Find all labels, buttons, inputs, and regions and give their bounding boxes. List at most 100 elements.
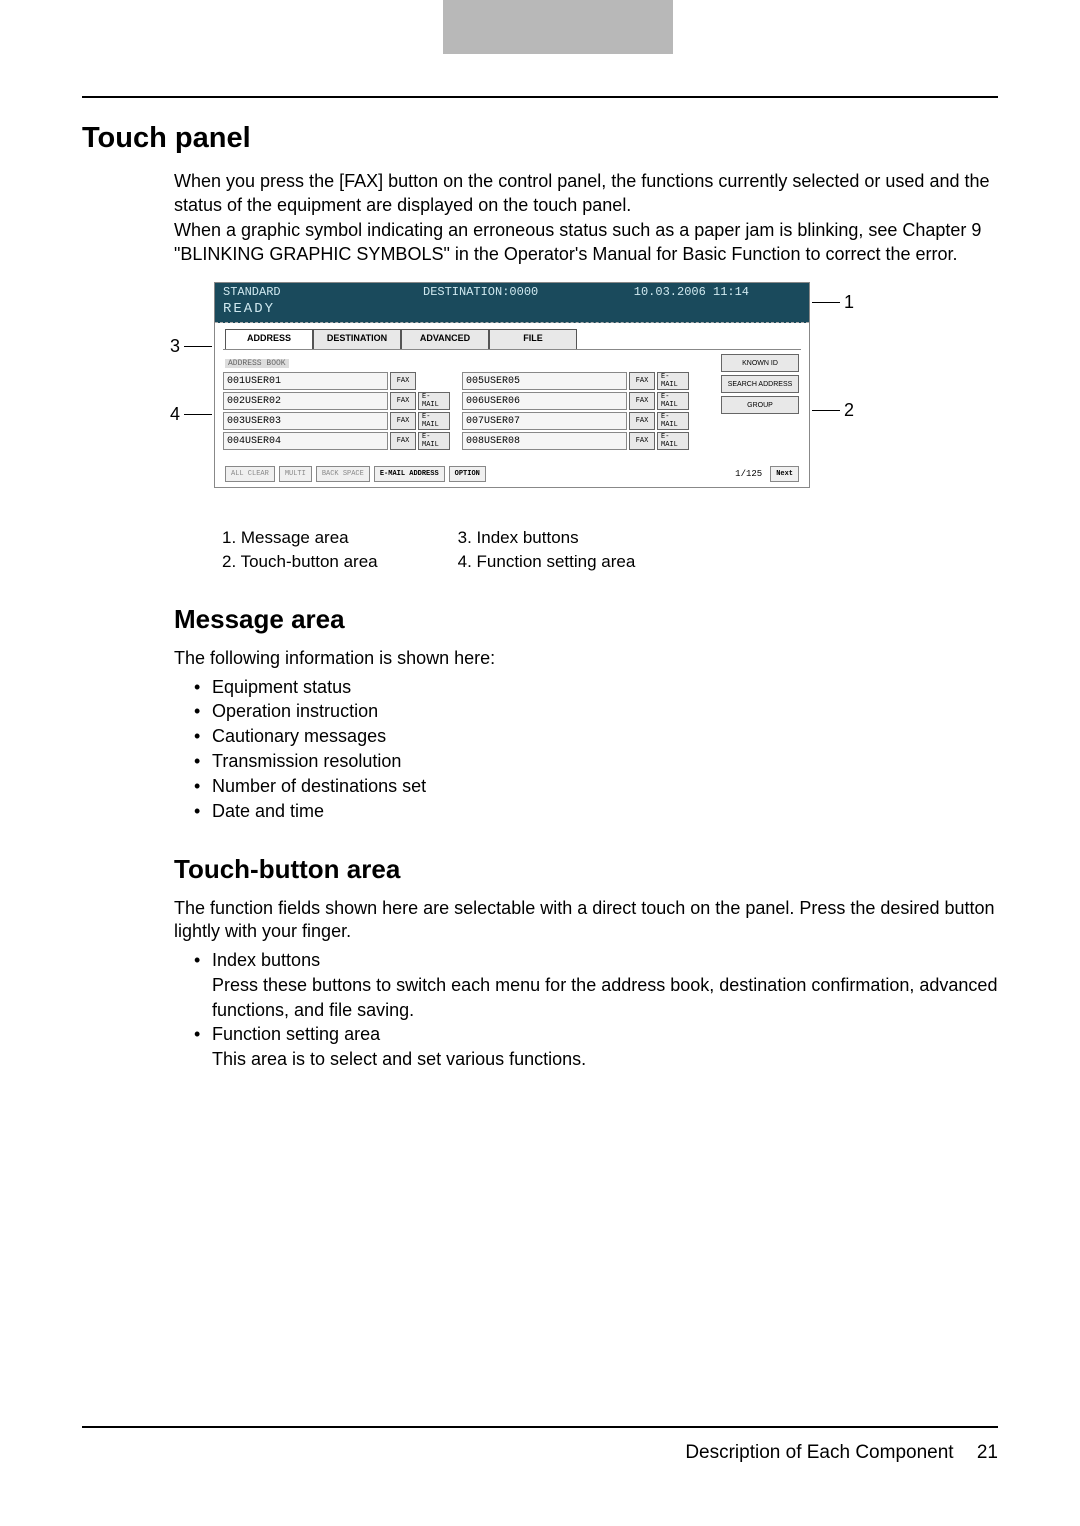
addr-name: USER03	[245, 416, 281, 427]
email-address-button[interactable]: E-MAIL ADDRESS	[374, 466, 445, 482]
email-button[interactable]: E-MAIL	[657, 372, 689, 390]
destination-count: DESTINATION:0000	[423, 285, 538, 299]
legend-item: 1. Message area	[222, 526, 378, 550]
legend-col: 1. Message area 2. Touch-button area	[222, 526, 378, 574]
message-area-intro: The following information is shown here:	[174, 647, 998, 671]
address-book-label: ADDRESS BOOK	[225, 359, 289, 368]
index-tabs: ADDRESS DESTINATION ADVANCED FILE	[225, 329, 809, 349]
addr-name: USER07	[484, 416, 520, 427]
address-row: 006USER06 FAX E-MAIL	[462, 392, 689, 410]
page-footer: Description of Each Component 21	[82, 1426, 998, 1464]
horizontal-rule	[82, 96, 998, 98]
address-entry[interactable]: 004USER04	[223, 432, 388, 450]
message-area-list: Equipment status Operation instruction C…	[194, 675, 998, 824]
list-item: Operation instruction	[194, 699, 998, 724]
list-item-head: Index buttons	[212, 950, 320, 970]
addr-name: USER06	[484, 396, 520, 407]
email-button[interactable]: E-MAIL	[418, 432, 450, 450]
list-item: Equipment status	[194, 675, 998, 700]
addr-id: 008	[466, 436, 484, 447]
list-item: Transmission resolution	[194, 749, 998, 774]
address-entry[interactable]: 001USER01	[223, 372, 388, 390]
group-button[interactable]: GROUP	[721, 396, 799, 414]
list-item: Index buttons Press these buttons to swi…	[194, 948, 998, 1022]
next-button[interactable]: Next	[770, 466, 799, 482]
fax-button[interactable]: FAX	[629, 372, 655, 390]
tab-address[interactable]: ADDRESS	[225, 329, 313, 349]
bottom-button-row: ALL CLEAR MULTI BACK SPACE E-MAIL ADDRES…	[225, 465, 799, 483]
page-indicator: 1/125	[735, 469, 762, 479]
tab-advanced[interactable]: ADVANCED	[401, 329, 489, 349]
fax-button[interactable]: FAX	[629, 432, 655, 450]
page-title: Touch panel	[82, 122, 998, 155]
legend-col: 3. Index buttons 4. Function setting are…	[458, 526, 636, 574]
address-row: 001USER01 FAX	[223, 372, 450, 390]
fax-button[interactable]: FAX	[390, 372, 416, 390]
addr-id: 003	[227, 416, 245, 427]
email-button[interactable]: E-MAIL	[418, 392, 450, 410]
callout-2: 2	[844, 400, 854, 421]
addr-name: USER05	[484, 376, 520, 387]
backspace-button[interactable]: BACK SPACE	[316, 466, 370, 482]
top-grey-banner	[443, 0, 673, 54]
address-row: 002USER02 FAX E-MAIL	[223, 392, 450, 410]
function-setting-area: ADDRESS BOOK 001USER01 FAX 002USER02 FAX…	[223, 349, 801, 475]
list-item: Cautionary messages	[194, 724, 998, 749]
addr-name: USER01	[245, 376, 281, 387]
list-item-sub: Press these buttons to switch each menu …	[212, 973, 998, 1023]
addr-id: 005	[466, 376, 484, 387]
address-entry[interactable]: 008USER08	[462, 432, 627, 450]
legend-item: 3. Index buttons	[458, 526, 636, 550]
callout-line	[184, 346, 212, 347]
known-id-button[interactable]: KNOWN ID	[721, 354, 799, 372]
message-area: STANDARD READY DESTINATION:0000 10.03.20…	[215, 283, 809, 323]
callout-line	[184, 414, 212, 415]
list-item-head: Function setting area	[212, 1024, 380, 1044]
callout-4: 4	[170, 404, 180, 425]
all-clear-button[interactable]: ALL CLEAR	[225, 466, 275, 482]
email-button[interactable]: E-MAIL	[657, 412, 689, 430]
legend-item: 2. Touch-button area	[222, 550, 378, 574]
touch-panel-figure: 3 4 1 2 STANDARD READY DESTINATION:0000 …	[174, 282, 998, 502]
fax-button[interactable]: FAX	[390, 432, 416, 450]
tab-file[interactable]: FILE	[489, 329, 577, 349]
email-button[interactable]: E-MAIL	[418, 412, 450, 430]
address-entry[interactable]: 006USER06	[462, 392, 627, 410]
footer-text: Description of Each Component 21	[82, 1442, 998, 1464]
callout-1: 1	[844, 292, 854, 313]
search-address-button[interactable]: SEARCH ADDRESS	[721, 375, 799, 393]
address-entry[interactable]: 005USER05	[462, 372, 627, 390]
address-row: 005USER05 FAX E-MAIL	[462, 372, 689, 390]
email-button[interactable]: E-MAIL	[657, 432, 689, 450]
list-item-sub: This area is to select and set various f…	[212, 1047, 998, 1072]
touch-button-area-list: Index buttons Press these buttons to swi…	[194, 948, 998, 1072]
footer-rule	[82, 1426, 998, 1428]
address-entry[interactable]: 003USER03	[223, 412, 388, 430]
address-entry[interactable]: 007USER07	[462, 412, 627, 430]
list-item: Function setting area This area is to se…	[194, 1022, 998, 1072]
tab-destination[interactable]: DESTINATION	[313, 329, 401, 349]
page-content: Touch panel When you press the [FAX] but…	[82, 96, 998, 1072]
footer-section-name: Description of Each Component	[685, 1442, 953, 1463]
list-item: Date and time	[194, 799, 998, 824]
fax-button[interactable]: FAX	[629, 392, 655, 410]
ready-label: READY	[223, 301, 275, 317]
addr-name: USER02	[245, 396, 281, 407]
intro-paragraph: When you press the [FAX] button on the c…	[174, 169, 998, 266]
fax-button[interactable]: FAX	[390, 392, 416, 410]
datetime-display: 10.03.2006 11:14	[634, 285, 749, 299]
fax-button[interactable]: FAX	[390, 412, 416, 430]
address-row: 004USER04 FAX E-MAIL	[223, 432, 450, 450]
multi-button[interactable]: MULTI	[279, 466, 312, 482]
fax-button[interactable]: FAX	[629, 412, 655, 430]
email-button[interactable]: E-MAIL	[657, 392, 689, 410]
callout-line	[812, 302, 840, 303]
address-col-left: 001USER01 FAX 002USER02 FAX E-MAIL 003US…	[223, 372, 450, 450]
option-button[interactable]: OPTION	[449, 466, 486, 482]
address-entry[interactable]: 002USER02	[223, 392, 388, 410]
addr-name: USER04	[245, 436, 281, 447]
address-row: 003USER03 FAX E-MAIL	[223, 412, 450, 430]
address-grid: 001USER01 FAX 002USER02 FAX E-MAIL 003US…	[223, 372, 801, 450]
touch-panel-mock: STANDARD READY DESTINATION:0000 10.03.20…	[214, 282, 810, 488]
addr-name: USER08	[484, 436, 520, 447]
